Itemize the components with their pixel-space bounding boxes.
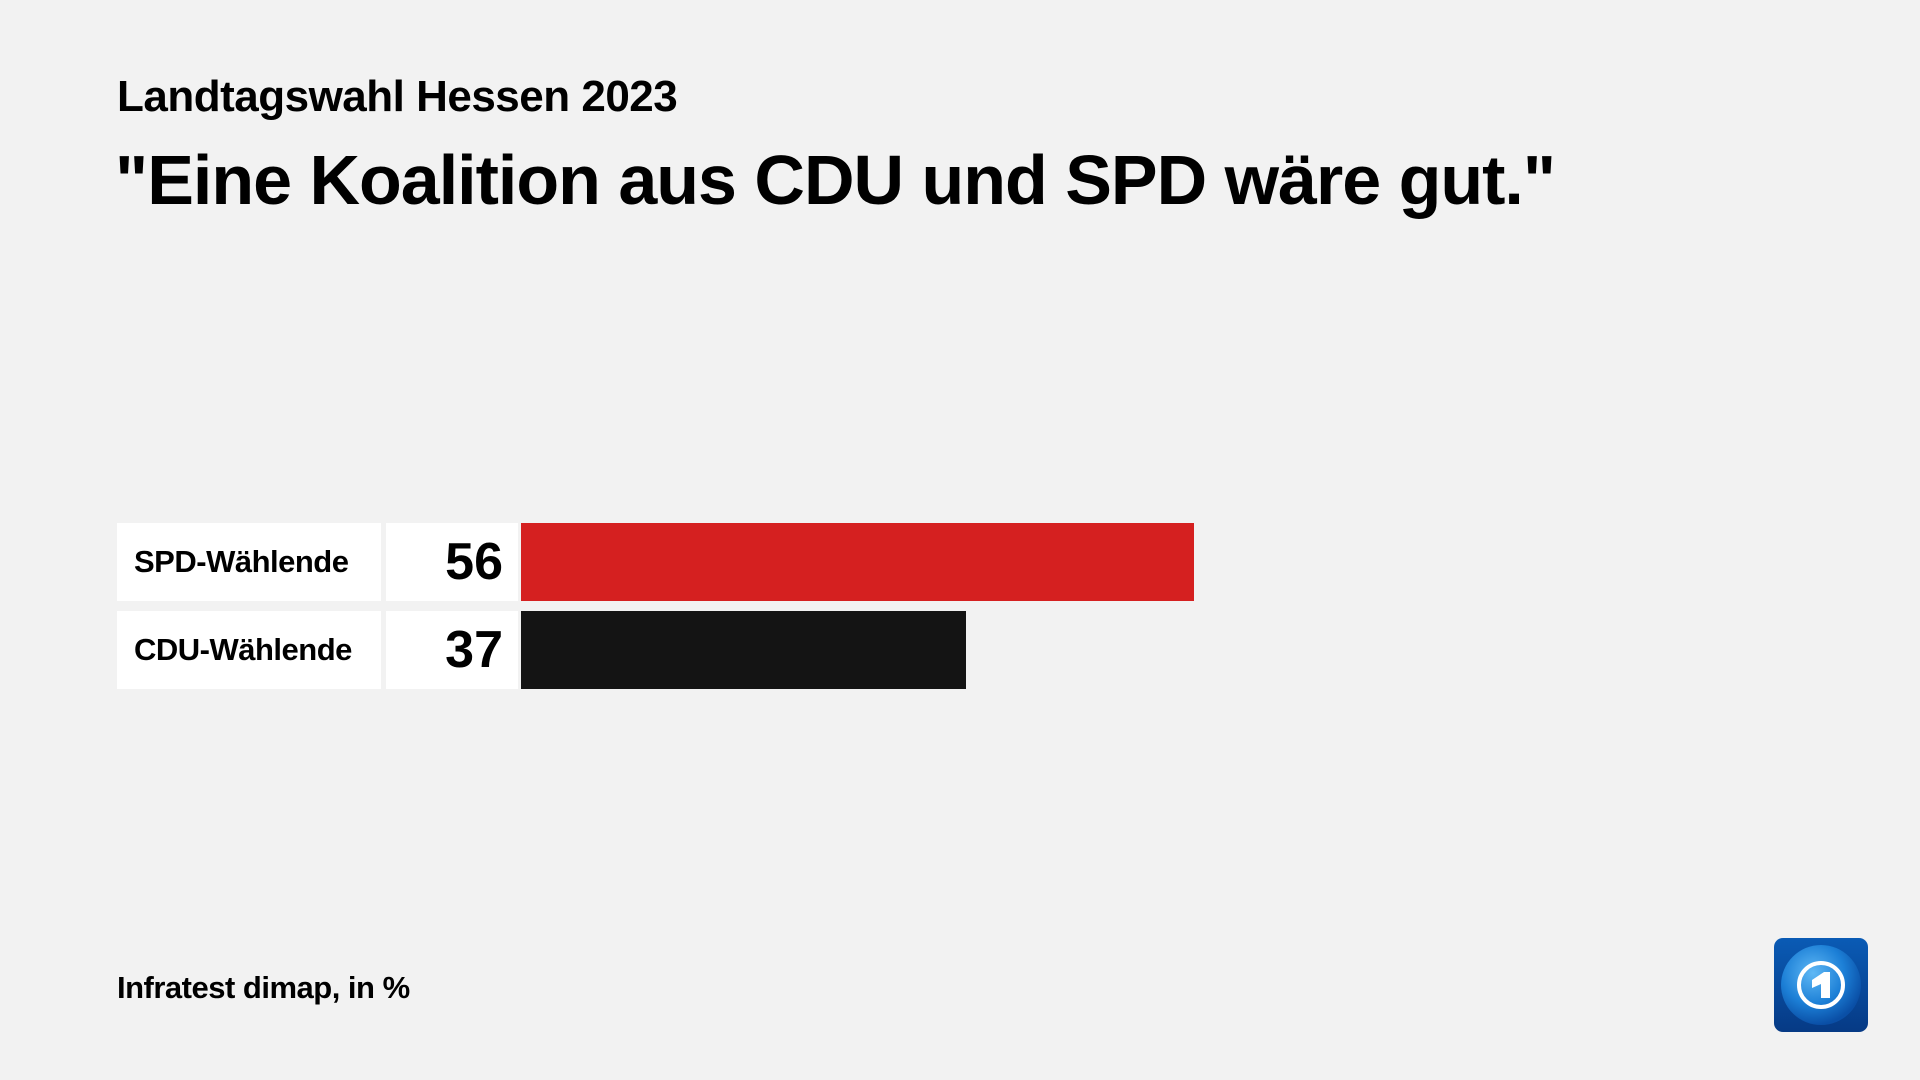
bar — [521, 611, 966, 689]
chart-title: "Eine Koalition aus CDU und SPD wäre gut… — [115, 141, 1556, 219]
bar — [521, 523, 1195, 601]
category-label: SPD-Wählende — [117, 523, 381, 601]
globe-icon — [1781, 945, 1861, 1025]
tagesschau-logo — [1774, 938, 1868, 1032]
value-label: 56 — [386, 523, 518, 601]
category-label: CDU-Wählende — [117, 611, 381, 689]
subtitle: Landtagswahl Hessen 2023 — [117, 72, 678, 121]
value-label: 37 — [386, 611, 518, 689]
source-note: Infratest dimap, in % — [117, 970, 410, 1005]
